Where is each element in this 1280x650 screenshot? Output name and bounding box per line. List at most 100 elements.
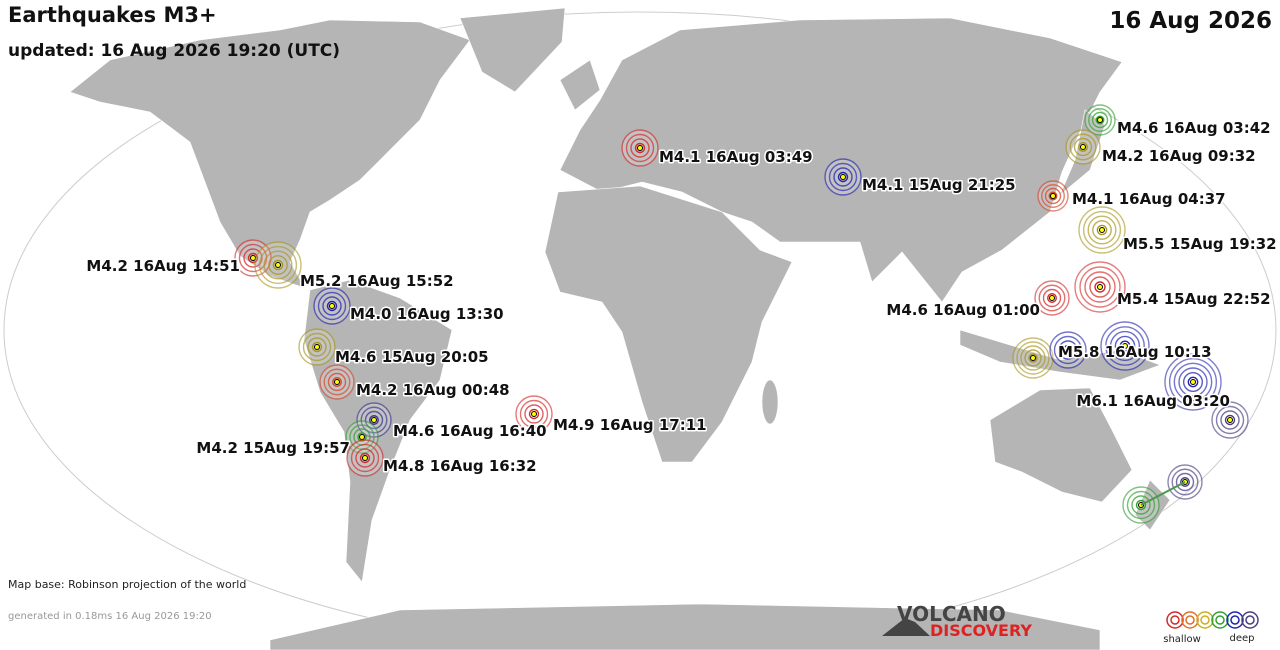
quake-ring [1053,335,1083,365]
quake-ring [1087,215,1117,245]
quake-dot [334,379,340,385]
quake-ring [263,250,293,280]
quake-marker [1074,261,1126,313]
quake-ring [311,341,323,353]
quake-label: M5.2 16Aug 15:52 [300,272,454,290]
quake-label: M4.2 15Aug 19:57 [196,439,350,457]
quake-dot [362,455,368,461]
legend-ring [1185,615,1195,625]
quake-ring [364,410,384,430]
quake-ring [1038,284,1066,312]
quake-ring [1131,495,1151,515]
legend-ring [1170,615,1180,625]
quake-ring [322,296,342,316]
quake-ring [1220,410,1240,430]
quake-ring [1224,414,1236,426]
quake-dot [329,303,335,309]
quake-ring [1171,468,1199,496]
land [69,7,1171,650]
quake-dot [637,145,643,151]
quake-ring [828,162,858,192]
quake-ring [1042,288,1062,308]
quake-marker [1164,353,1222,411]
quake-ring [1058,340,1078,360]
quake-marker [1078,206,1126,254]
quake-ring [630,138,650,158]
quake-ring [332,377,342,387]
quake-dot [1122,343,1128,349]
quake-label: M6.1 16Aug 03:20 [1076,392,1230,410]
quake-marker [1049,331,1087,369]
quake-ring [524,404,544,424]
quake-marker [254,241,302,289]
quake-ring [1084,271,1116,303]
quake-ring [355,448,375,468]
quake-ring [1215,405,1245,435]
quake-ring [317,291,347,321]
quake-dot [1099,227,1105,233]
quake-label: M4.8 16Aug 16:32 [383,457,537,475]
quake-dot [1097,284,1103,290]
quake-ring [1168,357,1218,407]
quake-ring [1178,367,1208,397]
quake-ring [1079,266,1121,308]
quake-ring [625,133,655,163]
quake-marker [515,395,553,433]
quake-ring [1095,115,1105,125]
quake-marker [1211,401,1249,439]
quake-marker [1012,337,1054,379]
quake-ring [307,337,327,357]
legend-ring [1211,611,1229,629]
quake-ring [1073,137,1093,157]
connector [1140,481,1186,506]
quake-ring [357,432,367,442]
quake-marker [313,287,351,325]
quake-ring [1105,326,1145,366]
legend-ring [1230,615,1240,625]
quake-ring [1109,330,1141,362]
quake-ring [247,252,259,264]
quake-ring [1089,276,1111,298]
date: 16 Aug 2026 [1109,8,1272,34]
quake-ring [519,399,549,429]
legend-ring [1166,611,1184,629]
quake-ring [1187,376,1199,388]
quake-ring [837,171,849,183]
quake-ring [1126,490,1156,520]
quake-ring [1173,362,1213,402]
quake-ring [369,415,379,425]
quake-marker [356,402,392,438]
quake-dot [1097,117,1103,123]
legend-ring [1215,615,1225,625]
quake-ring [302,332,332,362]
legend-ring [1200,615,1210,625]
quake-ring [359,452,371,464]
quake-ring [1041,184,1065,208]
quake-ring [1119,340,1131,352]
quake-ring [360,406,388,434]
quake-ring [1094,281,1106,293]
quake-dot [1050,193,1056,199]
quake-ring [1062,344,1074,356]
quake-label: M4.0 16Aug 13:30 [350,305,504,323]
quake-ring [350,443,380,473]
quake-marker [319,364,355,400]
quake-ring [1044,187,1062,205]
quake-dot [250,255,256,261]
quake-ring [1020,345,1046,371]
generated: generated in 0.18ms 16 Aug 2026 19:20 [8,611,212,622]
quake-dot [1080,144,1086,150]
quake-ring [1078,142,1088,152]
legend-ring [1241,611,1259,629]
quake-ring [1016,341,1050,375]
quake-dot [359,434,365,440]
quake-dot [1065,347,1071,353]
quake-ring [268,255,288,275]
logo-top: VOLCANO [897,602,1006,626]
quake-ring [833,167,853,187]
logo-bottom: DISCOVERY [930,621,1032,640]
quake-marker [824,158,862,196]
legend-shallow: shallow [1163,634,1201,645]
quake-label: M4.6 15Aug 20:05 [335,348,489,366]
